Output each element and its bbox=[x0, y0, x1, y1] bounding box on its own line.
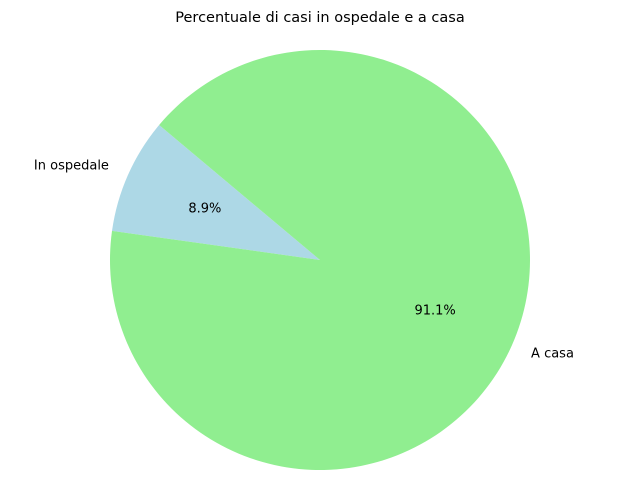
slice-percent-a-casa: 91.1% bbox=[414, 304, 455, 319]
slice-label-a-casa: A casa bbox=[531, 346, 574, 361]
slice-label-in-ospedale: In ospedale bbox=[34, 159, 109, 174]
pie-slices bbox=[109, 49, 530, 470]
pie-labels: In ospedale 8.9% A casa 91.1% bbox=[34, 159, 574, 362]
slice-percent-in-ospedale: 8.9% bbox=[188, 201, 221, 216]
pie-slice-in-ospedale bbox=[112, 125, 321, 260]
chart-title: Percentuale di casi in ospedale e a casa bbox=[175, 10, 464, 26]
pie-slice-a-casa bbox=[109, 49, 530, 470]
